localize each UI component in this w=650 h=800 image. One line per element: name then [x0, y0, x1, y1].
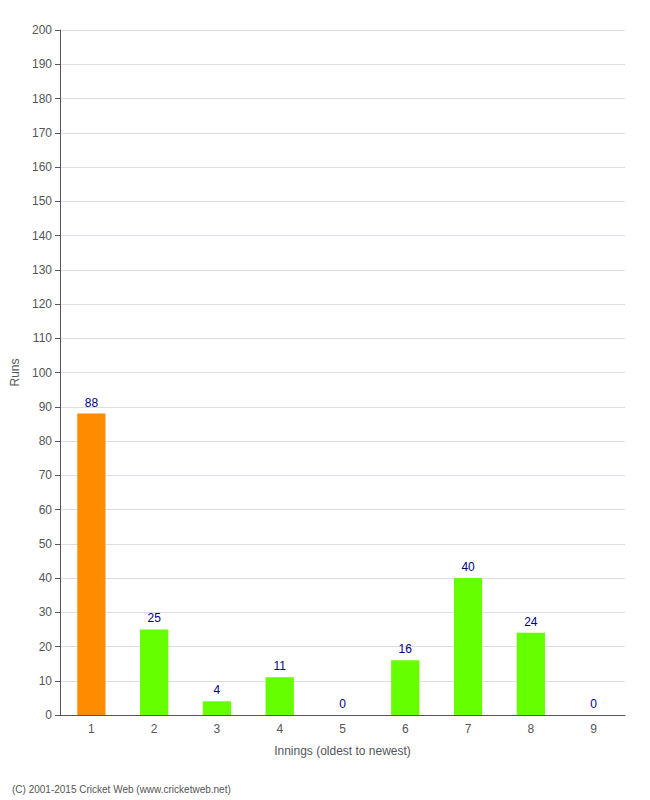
- svg-text:16: 16: [399, 642, 413, 656]
- svg-text:11: 11: [273, 659, 286, 673]
- svg-text:40: 40: [39, 571, 53, 585]
- svg-text:120: 120: [32, 297, 52, 311]
- svg-text:24: 24: [524, 615, 538, 629]
- svg-text:(C) 2001-2015 Cricket Web (www: (C) 2001-2015 Cricket Web (www.cricketwe…: [12, 784, 231, 795]
- svg-text:160: 160: [32, 160, 52, 174]
- svg-text:0: 0: [339, 697, 346, 711]
- svg-text:7: 7: [465, 722, 472, 736]
- svg-text:3: 3: [214, 722, 221, 736]
- svg-text:70: 70: [39, 468, 53, 482]
- svg-text:40: 40: [461, 560, 475, 574]
- svg-text:190: 190: [32, 57, 52, 71]
- svg-text:50: 50: [39, 537, 53, 551]
- svg-text:88: 88: [85, 396, 99, 410]
- svg-text:140: 140: [32, 229, 52, 243]
- svg-text:8: 8: [527, 722, 534, 736]
- svg-text:80: 80: [39, 434, 53, 448]
- svg-text:Runs: Runs: [8, 358, 22, 386]
- svg-text:25: 25: [147, 611, 161, 625]
- svg-text:4: 4: [214, 683, 221, 697]
- svg-text:60: 60: [39, 503, 53, 517]
- svg-text:130: 130: [32, 263, 52, 277]
- svg-text:200: 200: [32, 23, 52, 37]
- svg-text:30: 30: [39, 605, 53, 619]
- svg-text:5: 5: [339, 722, 346, 736]
- svg-text:100: 100: [32, 366, 52, 380]
- svg-text:170: 170: [32, 126, 52, 140]
- svg-text:90: 90: [39, 400, 53, 414]
- svg-text:20: 20: [39, 640, 53, 654]
- svg-text:6: 6: [402, 722, 409, 736]
- svg-text:10: 10: [39, 674, 53, 688]
- svg-text:Innings (oldest to newest): Innings (oldest to newest): [274, 744, 411, 758]
- svg-text:2: 2: [151, 722, 158, 736]
- svg-text:150: 150: [32, 194, 52, 208]
- svg-text:4: 4: [276, 722, 283, 736]
- svg-text:9: 9: [590, 722, 597, 736]
- svg-text:1: 1: [88, 722, 95, 736]
- svg-text:180: 180: [32, 92, 52, 106]
- svg-text:0: 0: [590, 697, 597, 711]
- svg-text:110: 110: [33, 331, 52, 345]
- svg-text:0: 0: [45, 708, 52, 722]
